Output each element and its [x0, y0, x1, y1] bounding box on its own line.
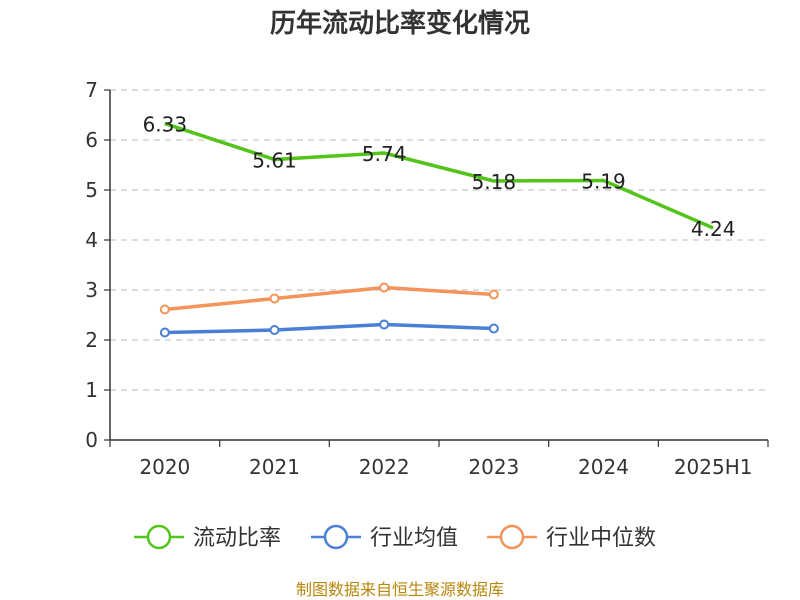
data-point — [269, 293, 280, 304]
data-point — [488, 323, 499, 334]
data-label: 6.33 — [143, 113, 188, 137]
legend-marker — [146, 524, 172, 550]
chart-title: 历年流动比率变化情况 — [270, 8, 530, 39]
data-point — [269, 325, 280, 335]
data-labels: 6.33 5.61 5.74 5.18 5.19 4.24 — [143, 113, 736, 242]
y-tick-label: 1 — [85, 378, 98, 402]
y-tick-label: 7 — [85, 78, 98, 102]
series-lines — [159, 121, 714, 338]
y-tick-label: 4 — [85, 228, 98, 252]
data-point — [159, 304, 170, 315]
legend-marker — [499, 524, 525, 550]
legend-item-2[interactable]: 行业中位数 — [487, 524, 656, 551]
legend[interactable]: 流动比率 行业均值 行业中位数 — [134, 524, 656, 551]
x-tick-label: 2023 — [468, 455, 519, 479]
y-tick-label: 5 — [85, 178, 98, 202]
axes: 0 1 2 3 4 5 6 7 2020 2021 2022 2023 2024 2025H1 — [85, 78, 769, 479]
data-label: 5.18 — [472, 170, 517, 194]
data-label: 5.19 — [581, 170, 626, 194]
x-tick-label: 2024 — [578, 455, 629, 479]
legend-label: 行业均值 — [370, 526, 458, 551]
series-line-0 — [164, 121, 714, 230]
legend-item-0[interactable]: 流动比率 — [134, 524, 281, 551]
y-tick-label: 6 — [85, 128, 98, 152]
data-point — [488, 289, 499, 300]
data-label: 5.61 — [252, 149, 297, 173]
data-point — [379, 319, 390, 330]
y-tick-label: 3 — [85, 278, 98, 302]
y-tick-label: 2 — [85, 328, 98, 352]
legend-label: 行业中位数 — [546, 526, 656, 551]
x-tick-label: 2020 — [139, 455, 190, 479]
y-tick-label: 0 — [85, 428, 98, 452]
data-point — [159, 327, 170, 338]
data-label: 5.74 — [362, 142, 407, 166]
x-tick-label: 2022 — [359, 455, 410, 479]
legend-marker — [323, 524, 349, 550]
x-tick-label: 2021 — [249, 455, 300, 479]
data-point — [379, 282, 390, 293]
series-line-2 — [164, 285, 494, 312]
legend-label: 流动比率 — [193, 526, 281, 551]
data-label: 4.24 — [691, 217, 736, 241]
source-note: 制图数据来自恒生聚源数据库 — [296, 580, 504, 599]
x-tick-label: 2025H1 — [674, 455, 753, 479]
grid-lines — [110, 89, 768, 391]
legend-item-1[interactable]: 行业均值 — [311, 524, 458, 551]
series-line-1 — [164, 322, 494, 335]
